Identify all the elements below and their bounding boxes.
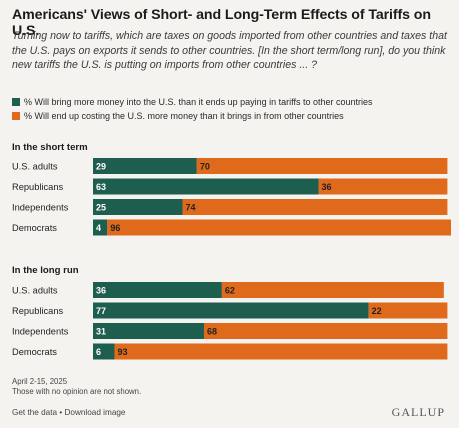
bar-segment-cost-money bbox=[221, 282, 444, 298]
bar-segment-bring-money bbox=[93, 323, 204, 339]
get-data-link[interactable]: Get the data bbox=[12, 408, 58, 417]
data-label: 70 bbox=[200, 161, 210, 171]
category-label-independents: Independents bbox=[12, 202, 69, 212]
bar-segment-bring-money bbox=[93, 158, 197, 174]
bar-segment-bring-money bbox=[93, 219, 108, 236]
bar-segment-cost-money bbox=[196, 158, 448, 174]
section-label-long-run: In the long run bbox=[12, 265, 79, 276]
data-label: 4 bbox=[96, 223, 101, 233]
legend-label-cost-money: % Will end up costing the U.S. more mone… bbox=[24, 111, 344, 121]
section-label-short-term: In the short term bbox=[12, 142, 88, 153]
chart-subtitle: Turning now to tariffs, which are taxes … bbox=[12, 30, 447, 72]
bar-segment-cost-money bbox=[203, 323, 448, 339]
data-label: 6 bbox=[96, 347, 101, 357]
data-label: 74 bbox=[186, 202, 196, 212]
bar-segment-cost-money bbox=[368, 302, 448, 319]
survey-date: April 2-15, 2025 bbox=[12, 377, 68, 386]
data-label: 68 bbox=[207, 326, 217, 336]
bar-segment-bring-money bbox=[93, 199, 183, 215]
legend-swatch-green bbox=[12, 98, 20, 106]
footer-links: Get the data • Download image bbox=[12, 408, 126, 417]
bar-segment-cost-money bbox=[182, 199, 448, 215]
category-label-u-s-adults: U.S. adults bbox=[12, 285, 58, 295]
data-label: 22 bbox=[372, 306, 382, 316]
chart-title: Americans' Views of Short- and Long-Term… bbox=[12, 7, 431, 39]
bar-segment-cost-money bbox=[318, 178, 448, 195]
bar-segment-cost-money bbox=[107, 219, 451, 236]
data-label: 62 bbox=[225, 285, 235, 295]
category-label-democrats: Democrats bbox=[12, 347, 57, 357]
data-label: 96 bbox=[110, 223, 120, 233]
bar-segment-bring-money bbox=[93, 343, 115, 360]
download-image-link[interactable]: Download image bbox=[64, 408, 126, 417]
category-label-republicans: Republicans bbox=[12, 182, 64, 192]
bar-segment-bring-money bbox=[93, 282, 222, 298]
category-label-democrats: Democrats bbox=[12, 223, 57, 233]
legend-label-bring-money: % Will bring more money into the U.S. th… bbox=[24, 97, 373, 107]
data-label: 25 bbox=[96, 202, 106, 212]
legend-swatch-orange bbox=[12, 112, 20, 120]
bar-segment-bring-money bbox=[93, 302, 369, 319]
category-label-republicans: Republicans bbox=[12, 306, 64, 316]
data-label: 36 bbox=[322, 182, 332, 192]
bar-segment-bring-money bbox=[93, 178, 319, 195]
category-label-u-s-adults: U.S. adults bbox=[12, 161, 58, 171]
data-label: 93 bbox=[117, 347, 127, 357]
no-opinion-note: Those with no opinion are not shown. bbox=[12, 387, 142, 396]
data-label: 36 bbox=[96, 285, 106, 295]
data-label: 77 bbox=[96, 306, 106, 316]
category-label-independents: Independents bbox=[12, 326, 69, 336]
data-label: 29 bbox=[96, 161, 106, 171]
footer-separator: • bbox=[57, 408, 65, 417]
data-label: 63 bbox=[96, 182, 106, 192]
bar-segment-cost-money bbox=[114, 343, 448, 360]
data-label: 31 bbox=[96, 326, 106, 336]
legend-item-cost-money: % Will end up costing the U.S. more mone… bbox=[12, 111, 344, 121]
legend-item-bring-money: % Will bring more money into the U.S. th… bbox=[12, 97, 373, 107]
gallup-logo: GALLUP bbox=[391, 405, 445, 419]
